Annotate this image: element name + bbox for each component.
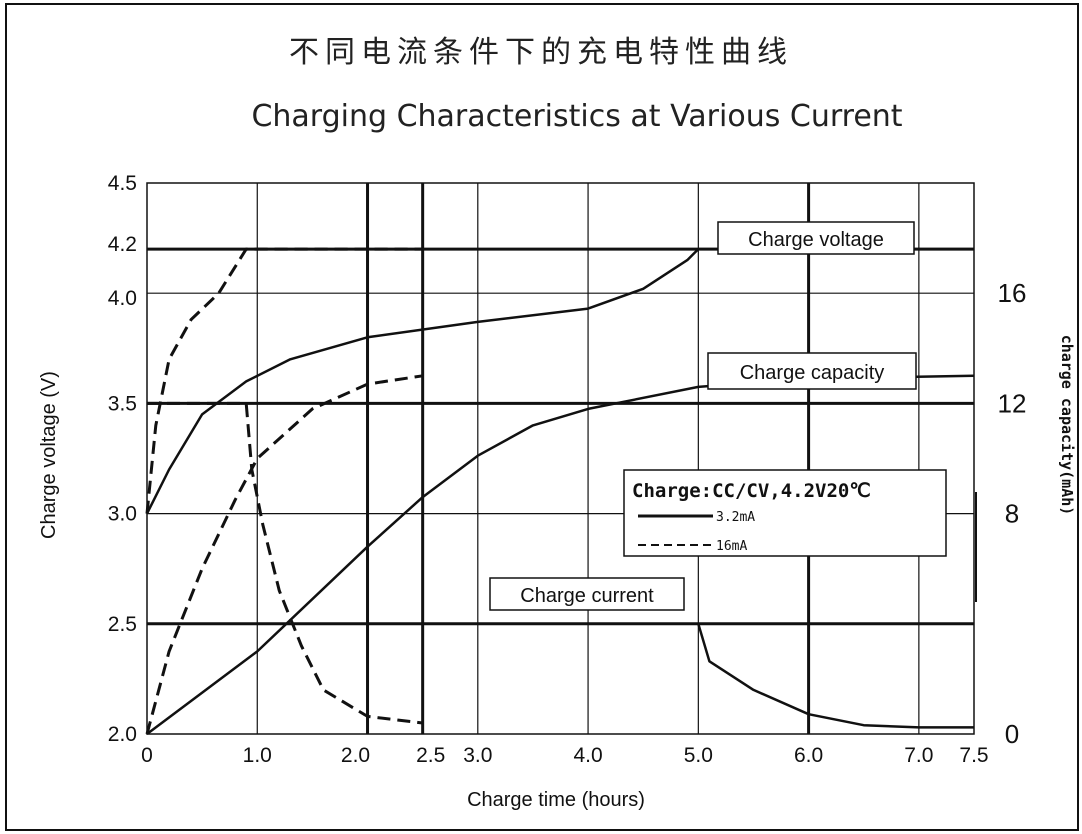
x-tick-label-5: 4.0 <box>573 744 602 767</box>
x-tick-label-8: 7.0 <box>904 744 933 767</box>
x-tick-label-0: 0 <box>141 744 153 767</box>
series-current-3-2ma <box>147 622 974 729</box>
annotation-charge-current-label: Charge current <box>520 585 654 607</box>
series-group <box>145 247 975 736</box>
chart-title-cn: 不同电流条件下的充电特性曲线 <box>289 35 793 70</box>
x-tick-label-7: 6.0 <box>794 744 823 767</box>
y-axis-ticks: 2.0 2.5 3.0 3.5 4.0 4.2 4.5 <box>108 172 137 746</box>
series-current-16ma <box>147 401 423 725</box>
y-right-tick-label-3: 16 <box>998 278 1027 308</box>
series-voltage-3-2ma <box>145 247 974 515</box>
y-right-axis-ticks: 0 8 12 16 <box>998 278 1027 749</box>
legend-item-16ma: 16mA <box>716 539 747 554</box>
legend-item-3-2ma: 3.2mA <box>716 510 755 525</box>
y-tick-label-0: 2.0 <box>108 723 137 746</box>
y-tick-label-3: 3.5 <box>108 392 137 415</box>
annotation-charge-voltage-label: Charge voltage <box>748 229 884 251</box>
x-tick-label-3: 2.5 <box>416 744 445 767</box>
plot-area <box>146 182 975 735</box>
y-tick-label-5: 4.2 <box>108 233 137 256</box>
x-tick-label-2: 2.0 <box>341 744 370 767</box>
x-tick-label-6: 5.0 <box>684 744 713 767</box>
series-capacity-16ma <box>145 374 423 735</box>
series-voltage-16ma <box>145 247 423 514</box>
y-right-tick-label-1: 8 <box>1005 499 1019 529</box>
x-tick-label-1: 1.0 <box>243 744 272 767</box>
y-tick-label-2: 3.0 <box>108 503 137 526</box>
annotation-charge-voltage: Charge voltage <box>717 221 915 255</box>
legend-header: Charge:CC/CV,4.2V20℃ <box>632 480 871 502</box>
y-right-tick-label-0: 0 <box>1005 719 1019 749</box>
x-tick-label-9: 7.5 <box>959 744 988 767</box>
annotation-charge-current: Charge current <box>489 577 685 611</box>
y-axis-label: Charge voltage (V) <box>38 371 60 539</box>
legend-box <box>623 469 947 557</box>
x-axis-ticks: 0 1.0 2.0 2.5 3.0 4.0 5.0 6.0 7.0 7.5 <box>141 744 988 767</box>
y-right-tick-label-2: 12 <box>998 388 1027 418</box>
y-tick-label-4: 4.0 <box>108 287 137 310</box>
x-tick-label-4: 3.0 <box>463 744 492 767</box>
outer-frame <box>5 3 1079 831</box>
y-tick-label-6: 4.5 <box>108 172 137 195</box>
y-right-axis-label: charge capacity(mAh) <box>1058 335 1076 516</box>
chart-title: Charging Characteristics at Various Curr… <box>251 99 902 134</box>
y-tick-label-1: 2.5 <box>108 613 137 636</box>
legend: Charge:CC/CV,4.2V20℃ 3.2mA 16mA <box>623 469 977 602</box>
gridlines <box>147 183 974 734</box>
x-axis-label: Charge time (hours) <box>467 789 645 811</box>
annotation-charge-capacity: Charge capacity <box>707 352 917 390</box>
annotation-charge-capacity-label: Charge capacity <box>740 362 885 384</box>
